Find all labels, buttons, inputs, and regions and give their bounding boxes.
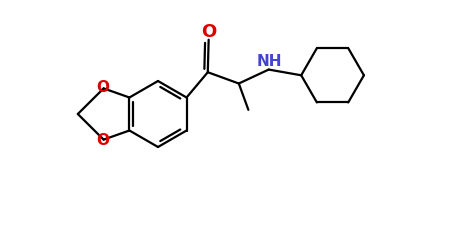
Text: NH: NH [257,54,283,69]
Text: O: O [201,23,216,41]
Text: O: O [96,133,109,148]
Text: O: O [96,80,109,95]
